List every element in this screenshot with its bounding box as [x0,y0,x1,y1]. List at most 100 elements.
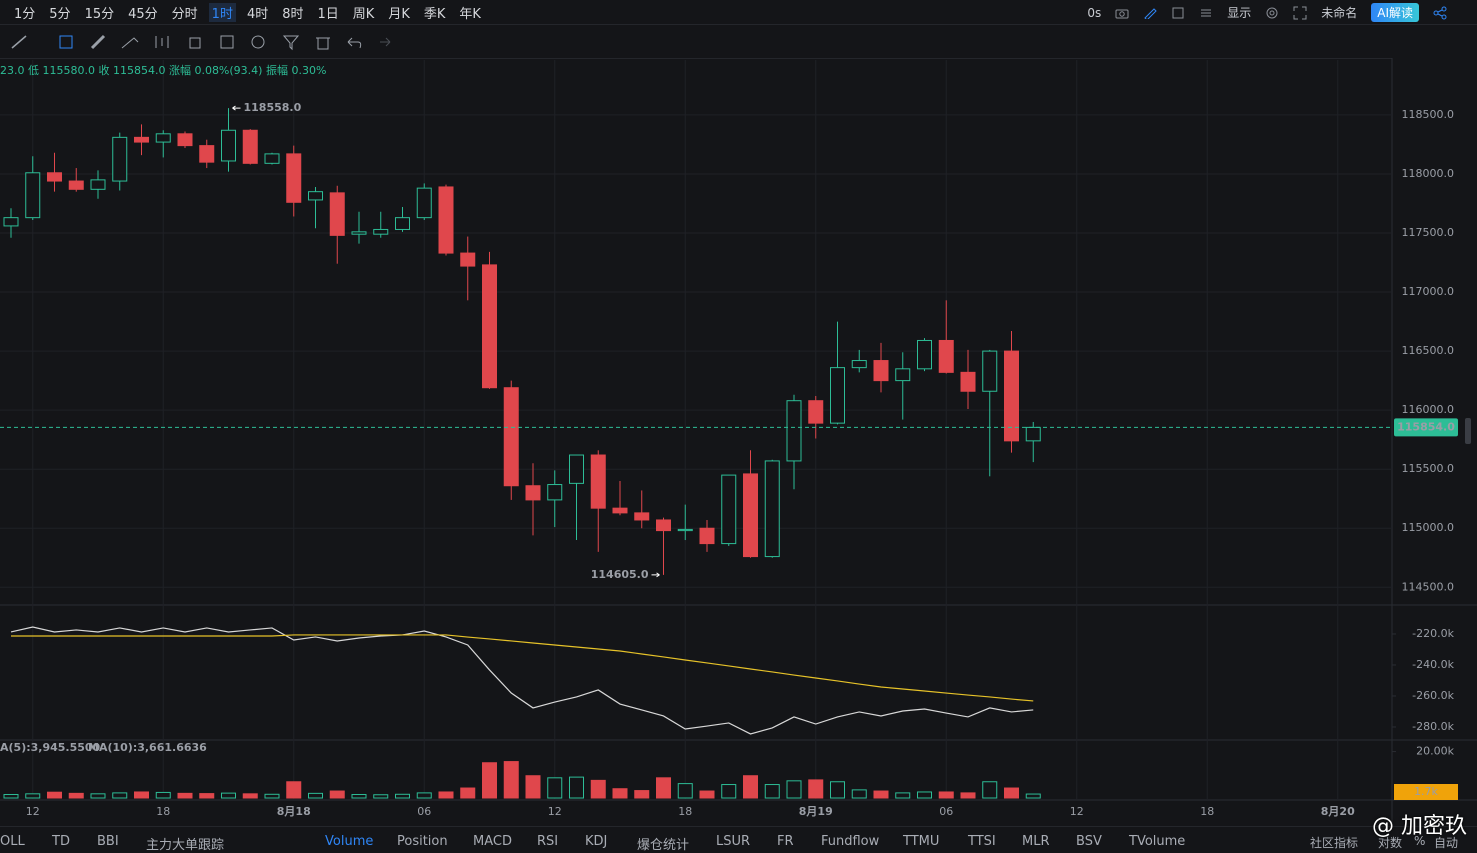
camera-icon[interactable] [1115,7,1129,19]
volume-bar [699,790,715,799]
volume-bar [90,793,106,799]
indicator-tab[interactable]: TVolume [1129,834,1186,849]
tool-brush[interactable] [121,37,139,49]
x-tick-label: 12 [26,805,40,818]
volume-bar [895,792,911,799]
interval-button[interactable]: 季K [423,7,446,22]
y-tick-label: 118000.0 [1402,167,1455,180]
tool-line[interactable] [11,35,27,49]
candle-body [503,387,519,487]
interval-button[interactable]: 周K [352,7,375,22]
candle-body [329,192,345,236]
interval-button[interactable]: 8时 [282,7,304,22]
interval-button[interactable]: 1时 [208,3,236,22]
fullscreen-icon[interactable] [1293,6,1307,20]
candle-body [525,485,541,501]
volume-bar [1025,793,1041,799]
tool-select[interactable] [59,35,73,49]
interval-button[interactable]: 15分 [84,7,115,22]
settings-icon[interactable] [1265,6,1279,20]
volume-bar [786,780,802,799]
last-volume-box [1394,784,1458,800]
drawing-tools [11,34,391,51]
indicator-tab[interactable]: MLR [1022,834,1050,849]
volume-bar [112,792,128,799]
tool-filter[interactable] [282,35,300,51]
drawing-toolbar [0,26,1477,59]
indicator-tab[interactable]: TTSI [968,834,996,849]
y-tick-label: -220.0k [1412,627,1454,640]
candle-body [373,228,389,235]
tab-extra[interactable]: 社区指标 [1310,836,1359,850]
indicator-tab[interactable]: TD [52,834,70,849]
tool-delete[interactable] [316,37,330,50]
tool-candle[interactable] [155,36,169,48]
pen-icon[interactable] [1143,7,1157,19]
ai-button[interactable]: AI解读 [1371,3,1419,22]
interval-button[interactable]: 1日 [317,7,339,22]
candle-body [786,400,802,462]
volume-bar [590,779,606,799]
indicator-tab[interactable]: Fundflow [821,834,880,849]
tab-extra[interactable]: 自动 [1434,836,1459,850]
indicator-tab[interactable]: TTMU [903,834,940,849]
tool-lock[interactable] [189,37,201,49]
candle-body [134,136,149,143]
menu-icon[interactable] [1199,7,1213,19]
volume-bar [721,784,737,799]
tool-undo[interactable] [347,37,362,49]
indicator-tab[interactable]: BSV [1076,834,1102,849]
volume-bar [938,791,954,799]
volume-bar [177,792,193,799]
interval-button[interactable]: 分时 [171,7,198,22]
interval-button[interactable]: 45分 [128,7,158,22]
indicator-tab[interactable]: OLL [0,834,25,849]
tab-extra[interactable]: % [1414,834,1426,848]
y-tick-label: 117000.0 [1402,285,1455,298]
y-tick-label: -240.0k [1412,658,1454,671]
indicator-tab[interactable]: MACD [473,834,512,849]
tool-redo[interactable] [380,37,391,47]
candle-body [416,187,432,219]
candle-body [1025,426,1041,442]
volume-bar [329,790,345,799]
high-label: 118558.0 [244,101,302,114]
layout-name[interactable]: 未命名 [1321,6,1358,20]
indicator-tab[interactable]: LSUR [716,834,751,849]
indicator-tab[interactable]: 主力大单跟踪 [146,838,225,853]
volume-bar [830,781,845,799]
interval-button[interactable]: 1分 [14,7,36,22]
volume-bar [656,777,671,799]
tool-magnet[interactable] [251,35,265,49]
indicator-tab[interactable]: FR [777,834,794,849]
interval-button[interactable]: 4时 [246,7,269,22]
interval-button[interactable]: 月K [388,7,410,22]
candle-body [199,145,215,163]
interval-button[interactable]: 5分 [49,7,71,22]
interval-button[interactable]: 年K [459,7,481,22]
candle-body [612,507,628,514]
y-tick-label: -280.0k [1412,720,1454,733]
indicator-tab[interactable]: 爆仓统计 [637,838,690,853]
indicator-tab[interactable]: Volume [325,834,374,849]
window-icon[interactable] [1171,7,1185,19]
volume-bar [569,776,584,799]
candle-body [634,512,650,521]
indicator-tab[interactable]: KDJ [585,834,608,849]
x-tick-label: 12 [548,805,562,818]
last-price-label: 115854.0 [1397,420,1455,433]
candle-body [830,367,845,424]
share-icon[interactable] [1433,6,1447,20]
indicator-tab[interactable]: Position [397,834,448,849]
candle-body [286,153,302,203]
tool-ruler[interactable] [90,34,106,50]
tool-note[interactable] [220,35,234,49]
tab-extra[interactable]: 对数 [1378,836,1403,850]
indicator-tab[interactable]: BBI [97,834,119,849]
display-button[interactable]: 显示 [1227,6,1252,20]
indicator-tab[interactable]: RSI [537,834,559,849]
volume-bar [873,790,889,799]
volume-bar [3,794,19,799]
ohlc-info: 23.0 低 115580.0 收 115854.0 涨幅 0.08%(93.4… [0,64,327,77]
